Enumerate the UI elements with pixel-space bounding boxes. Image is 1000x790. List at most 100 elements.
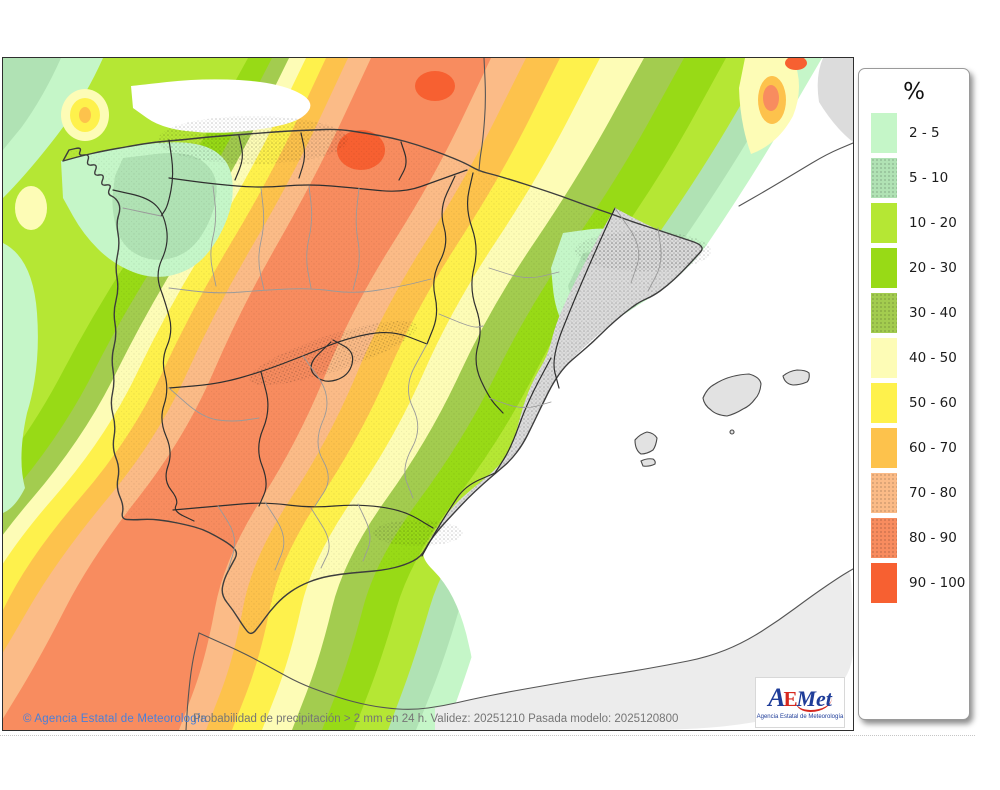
province-border (168, 387, 260, 422)
legend-label: 70 - 80 (909, 485, 957, 501)
yellow-spot-core (79, 107, 91, 123)
africa-coastline (198, 568, 853, 710)
mint-strip-west-ocean (3, 243, 38, 513)
pale-spot-west (15, 186, 47, 230)
logo-letter-e: E (783, 687, 798, 711)
province-border (357, 503, 371, 562)
mediterranean-sea (423, 222, 853, 730)
province-border (404, 343, 428, 499)
france-atlantic-coast (478, 58, 486, 172)
bottom-rule (0, 735, 975, 736)
legend-label: 40 - 50 (909, 350, 957, 366)
legend-label: 50 - 60 (909, 395, 957, 411)
sistema-central (249, 320, 417, 386)
no-precip-zone-france (817, 58, 853, 142)
legend-swatch (871, 428, 897, 468)
legend-items: 2 - 5 5 - 10 10 - 20 20 - 30 30 - 40 40 - 50 5… (859, 113, 969, 603)
province-border (488, 267, 560, 279)
region-border (168, 169, 468, 192)
map-frame: © Agencia Estatal de Meteorología Probab… (2, 57, 854, 731)
legend-row: 50 - 60 (871, 383, 969, 423)
legend-swatch (871, 563, 897, 603)
legend-panel: % 2 - 5 5 - 10 10 - 20 20 - 30 30 - 40 40 - 5… (858, 68, 970, 720)
legend-label: 30 - 40 (909, 305, 957, 321)
france-mediterranean-coast (738, 142, 853, 207)
legend-row: 2 - 5 (871, 113, 969, 153)
region-border (421, 472, 496, 557)
aemet-logo: A E Met Agencia Estatal de Meteorología (756, 678, 844, 727)
legend-row: 40 - 50 (871, 338, 969, 378)
aemet-logo-word: A E Met (768, 685, 832, 712)
legend-swatch (871, 203, 897, 243)
region-border (160, 139, 174, 217)
region-border (112, 189, 195, 522)
logo-letter-a: A (768, 683, 786, 712)
legend-swatch (871, 338, 897, 378)
mountain-shading (158, 116, 711, 546)
legend-swatch (871, 158, 897, 198)
legend-row: 90 - 100 (871, 563, 969, 603)
logo-letters-met: Met (796, 686, 832, 712)
region-border (494, 357, 552, 474)
legend-row: 60 - 70 (871, 428, 969, 468)
copyright-text: © Agencia Estatal de Meteorología (23, 713, 207, 725)
legend-swatch (871, 113, 897, 153)
legend-swatch (871, 473, 897, 513)
province-border (614, 207, 640, 284)
legend-label: 2 - 5 (909, 125, 940, 141)
cantabrian-mountains (158, 116, 348, 164)
region-borders (112, 132, 616, 557)
region-border (258, 371, 269, 507)
ibiza-island (634, 431, 658, 455)
province-border (217, 505, 236, 571)
map-caption: Probabilidad de precipitación > 2 mm en … (193, 713, 679, 725)
legend-swatch (871, 293, 897, 333)
menorca-island (782, 369, 810, 386)
red-maximum-biscay (415, 71, 455, 101)
province-border (647, 227, 662, 292)
legend-label: 60 - 70 (909, 440, 957, 456)
province-border (264, 501, 285, 571)
province-border (306, 185, 313, 289)
mint-texture-nw-ocean (3, 58, 61, 150)
sierra-nevada (373, 520, 463, 546)
province-borders (122, 185, 662, 571)
region-border (398, 141, 407, 181)
morocco-atlantic-coast (185, 632, 200, 730)
legend-label: 90 - 100 (909, 575, 966, 591)
province-border (310, 507, 330, 569)
legend-row: 5 - 10 (871, 158, 969, 198)
province-border (488, 397, 552, 409)
precipitation-probability-map (3, 58, 853, 730)
legend-row: 20 - 30 (871, 248, 969, 288)
legend-swatch (871, 518, 897, 558)
legend-row: 70 - 80 (871, 473, 969, 513)
region-border (310, 339, 354, 382)
balearic-islands (634, 369, 810, 467)
legend-swatch (871, 383, 897, 423)
africa-land (435, 571, 853, 730)
legend-row: 80 - 90 (871, 518, 969, 558)
legend-row: 30 - 40 (871, 293, 969, 333)
legend-label: 10 - 20 (909, 215, 957, 231)
region-border (553, 207, 616, 389)
legend-title: % (903, 79, 925, 105)
province-border (352, 187, 360, 291)
region-border (298, 132, 306, 179)
region-border (466, 172, 504, 414)
legend-swatch (871, 248, 897, 288)
province-border (210, 185, 217, 287)
legend-row: 10 - 20 (871, 203, 969, 243)
gulf-of-lion-sea (737, 143, 853, 234)
cabrera-island (729, 429, 735, 435)
formentera-island (640, 458, 656, 467)
province-border (122, 207, 162, 217)
province-border (168, 278, 432, 294)
legend-label: 80 - 90 (909, 530, 957, 546)
coastlines (62, 58, 853, 730)
pyrenees-mountains (575, 231, 711, 271)
province-border (302, 355, 329, 507)
logo-subtitle: Agencia Estatal de Meteorología (756, 714, 844, 720)
ne-salmon-core (763, 85, 779, 111)
